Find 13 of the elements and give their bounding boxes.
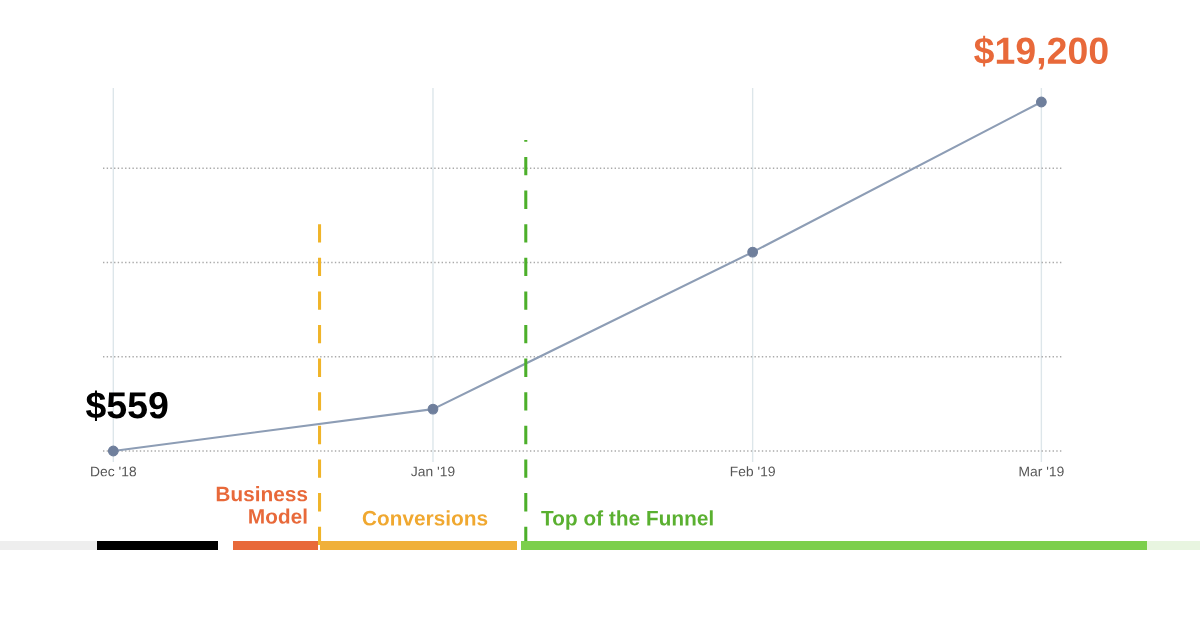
text: Conversions: [362, 510, 488, 526]
text: Top of the Funnel: [541, 510, 713, 530]
text: Business Model: [216, 486, 308, 524]
point: [107, 445, 119, 457]
point: [747, 246, 759, 258]
text: $19,200: [974, 35, 1108, 70]
text: $559: [85, 390, 168, 421]
x-tick-label: Jan '19: [411, 466, 455, 477]
point: [1036, 96, 1047, 108]
x-tick-label: Feb '19: [730, 466, 775, 477]
x-tick-label: Dec '18: [91, 466, 137, 477]
point: [427, 403, 439, 415]
x-tick-label: Mar '19: [1019, 466, 1064, 477]
